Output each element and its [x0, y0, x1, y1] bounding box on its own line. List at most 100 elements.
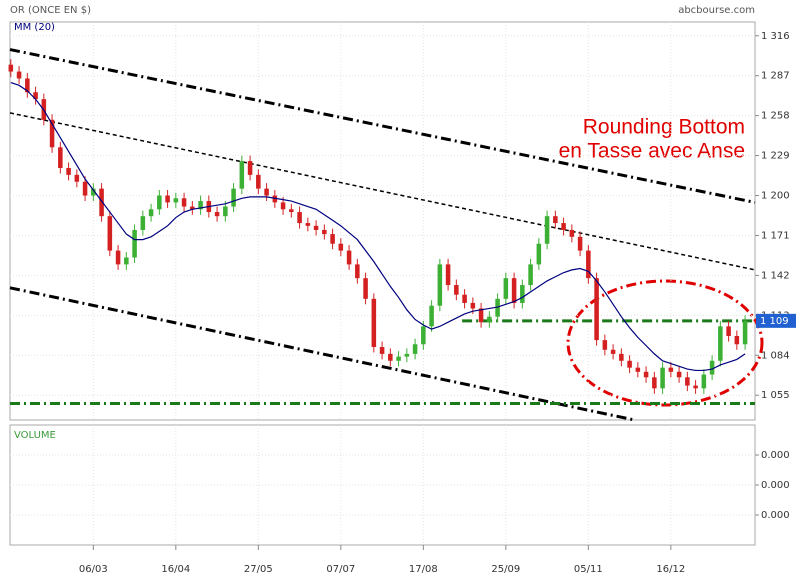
ma-label: MM (20): [14, 22, 55, 33]
trend-line: [9, 48, 756, 204]
trend-line: [9, 286, 635, 422]
candle-body: [726, 326, 731, 336]
candle-body: [742, 320, 748, 345]
candle-body: [74, 174, 80, 182]
candle-body: [602, 340, 608, 350]
candle-body: [223, 206, 228, 217]
candle-body: [173, 198, 179, 203]
candle-body: [181, 198, 187, 207]
candle-body: [214, 212, 220, 217]
x-tick-label: 16/04: [161, 564, 190, 575]
candle-body: [429, 305, 434, 327]
candle-body: [718, 326, 723, 361]
candle-body: [404, 353, 410, 357]
candle-body: [635, 367, 641, 372]
candle-body: [693, 385, 698, 389]
candle-body: [82, 181, 88, 196]
candle-body: [610, 349, 616, 354]
candle-body: [58, 147, 63, 168]
candle-body: [99, 188, 104, 217]
volume-label: VOLUME: [14, 430, 56, 441]
candle-body: [709, 360, 715, 375]
candle-body: [198, 201, 203, 210]
candle-body: [25, 78, 30, 93]
candle-body: [8, 64, 14, 72]
candle-body: [115, 250, 121, 265]
candle-body: [305, 223, 311, 226]
y-tick-label: 0.000: [761, 480, 790, 491]
candle-body: [165, 195, 170, 203]
candle-body: [668, 367, 674, 372]
x-tick-label: 06/03: [79, 564, 108, 575]
candle-body: [462, 294, 467, 303]
candle-body: [676, 371, 682, 378]
annotation-text: Rounding Bottom: [583, 116, 745, 139]
candle-body: [124, 257, 129, 265]
moving-average: [10, 82, 746, 372]
candle-body: [520, 285, 525, 303]
candle-body: [445, 264, 451, 286]
candle-body: [577, 236, 583, 251]
candle-body: [734, 335, 740, 345]
candle-body: [346, 250, 352, 265]
y-tick-label: 1 084: [761, 350, 790, 361]
candle-body: [495, 298, 500, 317]
candle-body: [396, 356, 401, 361]
x-tick-label: 27/05: [244, 564, 273, 575]
candle-body: [247, 161, 253, 175]
candle-body: [437, 264, 443, 306]
x-tick-label: 25/09: [491, 564, 520, 575]
candle-body: [107, 216, 113, 251]
candle-body: [470, 302, 476, 309]
candle-body: [388, 353, 393, 361]
candle-body: [652, 377, 657, 389]
source: abcbourse.com: [678, 5, 755, 16]
candle-body: [256, 174, 261, 189]
candle-body: [701, 374, 707, 389]
candle-body: [561, 223, 566, 230]
candle-body: [454, 285, 459, 295]
candle-body: [421, 326, 426, 345]
y-tick-label: 1 142: [761, 270, 790, 281]
x-tick-label: 17/08: [409, 564, 438, 575]
candle-body: [478, 308, 484, 323]
candle-body: [594, 278, 599, 341]
candle-body: [280, 202, 286, 210]
candle-body: [272, 195, 278, 203]
y-tick-label: 0.000: [761, 510, 790, 521]
candle-body: [685, 377, 690, 386]
trend-line: [9, 112, 756, 271]
y-tick-label: 1 287: [761, 71, 790, 82]
x-tick-label: 05/11: [574, 564, 603, 575]
candle-body: [140, 216, 146, 230]
candle-body: [379, 347, 385, 354]
candle-body: [297, 212, 302, 224]
candle-body: [91, 188, 96, 196]
candle-body: [412, 344, 418, 354]
price-panel: [9, 21, 756, 421]
candle-body: [586, 250, 591, 279]
candle-body: [528, 264, 533, 286]
highlight-ellipse: [566, 279, 764, 407]
candle-body: [511, 278, 517, 303]
candle-body: [363, 278, 368, 299]
candle-body: [536, 243, 542, 265]
y-tick-label: 1 229: [761, 151, 790, 162]
candle-body: [264, 188, 269, 196]
x-tick-label: 07/07: [326, 564, 355, 575]
candle-body: [660, 367, 665, 389]
candle-body: [503, 278, 509, 299]
candle-body: [157, 195, 162, 210]
last-price-box: [756, 313, 796, 328]
candle-body: [322, 229, 327, 235]
candle-body: [487, 316, 492, 323]
candle-body: [190, 206, 195, 210]
candle-body: [330, 234, 335, 244]
candle-body: [355, 264, 360, 279]
candle-body: [132, 229, 137, 258]
x-tick-label: 16/12: [656, 564, 685, 575]
candle-body: [231, 188, 236, 207]
